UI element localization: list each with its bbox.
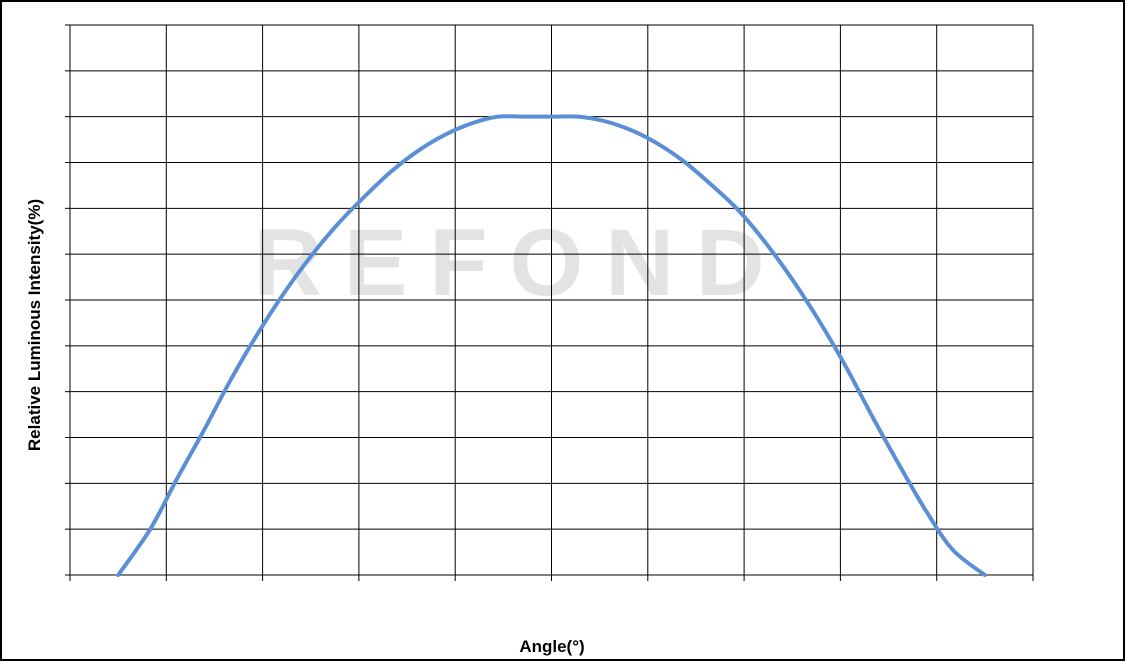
series-layer [116,114,987,577]
grid [69,24,1034,576]
watermark-text: REFOND [253,210,786,316]
x-axis-label: Angle(°) [519,637,584,656]
y-axis-label: Relative Luminous Intensity(%) [25,199,44,451]
axes [65,24,1034,581]
series-line [116,114,987,577]
watermark: REFOND [253,210,786,316]
